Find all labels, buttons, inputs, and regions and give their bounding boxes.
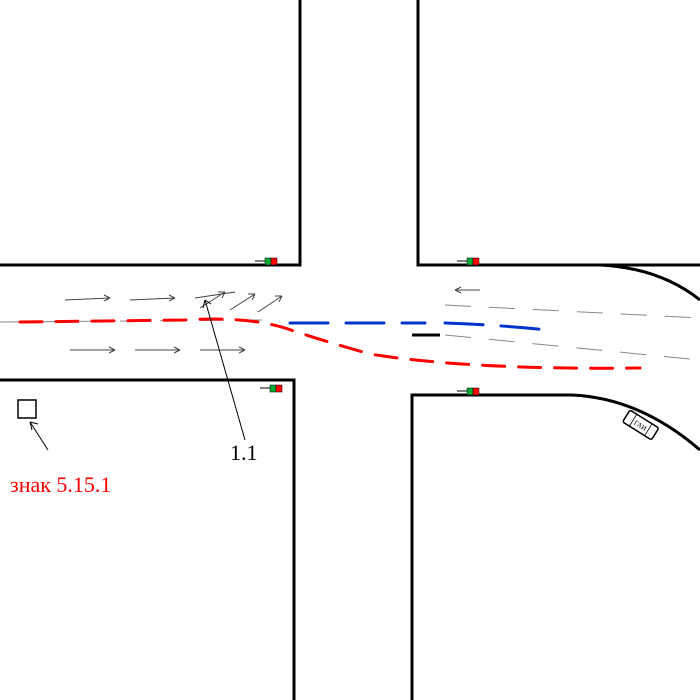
road-diagram: ГАИ [0, 0, 700, 700]
traffic-lights [255, 258, 479, 395]
label-sign: знак 5.15.1 [10, 472, 111, 498]
blue-path [290, 323, 548, 330]
diagram-container: ГАИ 1.1 знак 5.15.1 [0, 0, 700, 700]
red-path [20, 319, 640, 368]
label-1-1: 1.1 [230, 440, 258, 466]
sign-5-15-1 [18, 400, 48, 450]
traffic-light [260, 385, 282, 392]
gai-car: ГАИ [623, 410, 659, 440]
lane-centerlines [0, 305, 700, 360]
